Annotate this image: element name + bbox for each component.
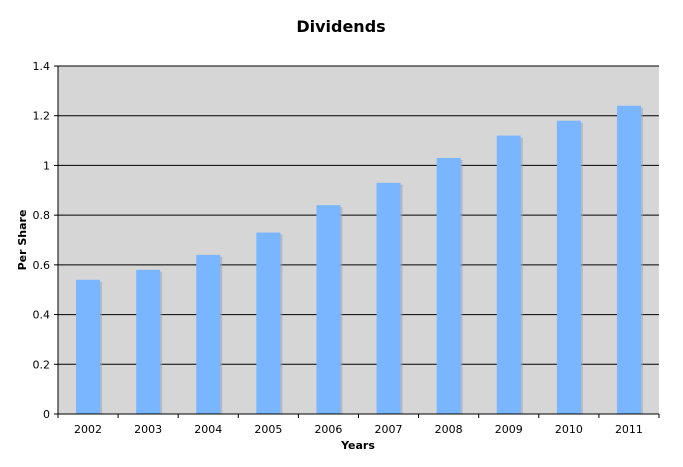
x-axis-label: Years xyxy=(340,439,375,452)
x-tick-label: 2006 xyxy=(314,423,342,436)
bar-2002 xyxy=(76,279,101,414)
chart-title: Dividends xyxy=(296,17,385,36)
bar-2007 xyxy=(376,182,401,414)
y-tick-labels: 0 0.2 0.4 0.6 0.8 1 1.2 1.4 xyxy=(33,60,51,421)
x-tick-label: 2007 xyxy=(375,423,403,436)
x-tick-label: 2009 xyxy=(495,423,523,436)
bar-2003 xyxy=(136,269,161,414)
bar-2004 xyxy=(196,254,221,414)
bar-2005 xyxy=(256,232,281,414)
y-tick-label: 0 xyxy=(43,408,50,421)
y-tick-label: 0.4 xyxy=(33,309,51,322)
x-tick-label: 2002 xyxy=(74,423,102,436)
y-tick-label: 0.6 xyxy=(33,259,51,272)
bar-2010 xyxy=(556,120,581,414)
x-tick-label: 2003 xyxy=(134,423,162,436)
x-tick-label: 2005 xyxy=(254,423,282,436)
x-tick-label: 2010 xyxy=(555,423,583,436)
y-tick-label: 0.8 xyxy=(33,209,51,222)
x-tick-label: 2008 xyxy=(435,423,463,436)
y-tick-label: 1 xyxy=(43,159,50,172)
bar-2008 xyxy=(436,157,461,414)
bar-2009 xyxy=(496,135,521,414)
bar-2011 xyxy=(616,105,641,415)
x-tick-label: 2004 xyxy=(194,423,222,436)
bars xyxy=(76,105,643,415)
bar-2006 xyxy=(316,205,341,414)
y-tick-label: 1.4 xyxy=(33,60,51,73)
axes xyxy=(54,65,660,418)
y-axis-label: Per Share xyxy=(16,210,29,271)
x-tick-label: 2011 xyxy=(615,423,643,436)
y-tick-label: 1.2 xyxy=(33,110,51,123)
x-tick-labels: 2002 2003 2004 2005 2006 2007 2008 2009 2010 2011 xyxy=(74,423,643,436)
y-tick-label: 0.2 xyxy=(33,358,51,371)
